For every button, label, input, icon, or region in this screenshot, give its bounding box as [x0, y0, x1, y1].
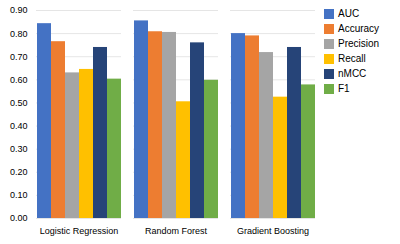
svg-text:0.70: 0.70 [10, 52, 28, 62]
svg-text:0.10: 0.10 [10, 190, 28, 200]
svg-text:0.40: 0.40 [10, 121, 28, 131]
html-text:AUC: AUC [338, 8, 360, 19]
svg-text:Logistic Regression: Logistic Regression [40, 226, 119, 236]
svg-text:0.00: 0.00 [10, 213, 28, 223]
svg-text:0.30: 0.30 [10, 144, 28, 154]
svg-text:Random Forest: Random Forest [145, 226, 208, 236]
html-text:Recall: Recall [338, 53, 366, 64]
html-text:Precision: Precision [338, 38, 380, 49]
html-text:Accuracy: Accuracy [338, 23, 380, 34]
svg-text:Gradient Boosting: Gradient Boosting [237, 226, 309, 236]
svg-text:0.50: 0.50 [10, 98, 28, 108]
svg-text:0.20: 0.20 [10, 167, 28, 177]
svg-text:0.90: 0.90 [10, 5, 28, 15]
svg-text:0.80: 0.80 [10, 28, 28, 38]
svg-text:0.60: 0.60 [10, 75, 28, 85]
html-text:F1: F1 [338, 83, 350, 94]
html-text:nMCC: nMCC [338, 68, 367, 79]
